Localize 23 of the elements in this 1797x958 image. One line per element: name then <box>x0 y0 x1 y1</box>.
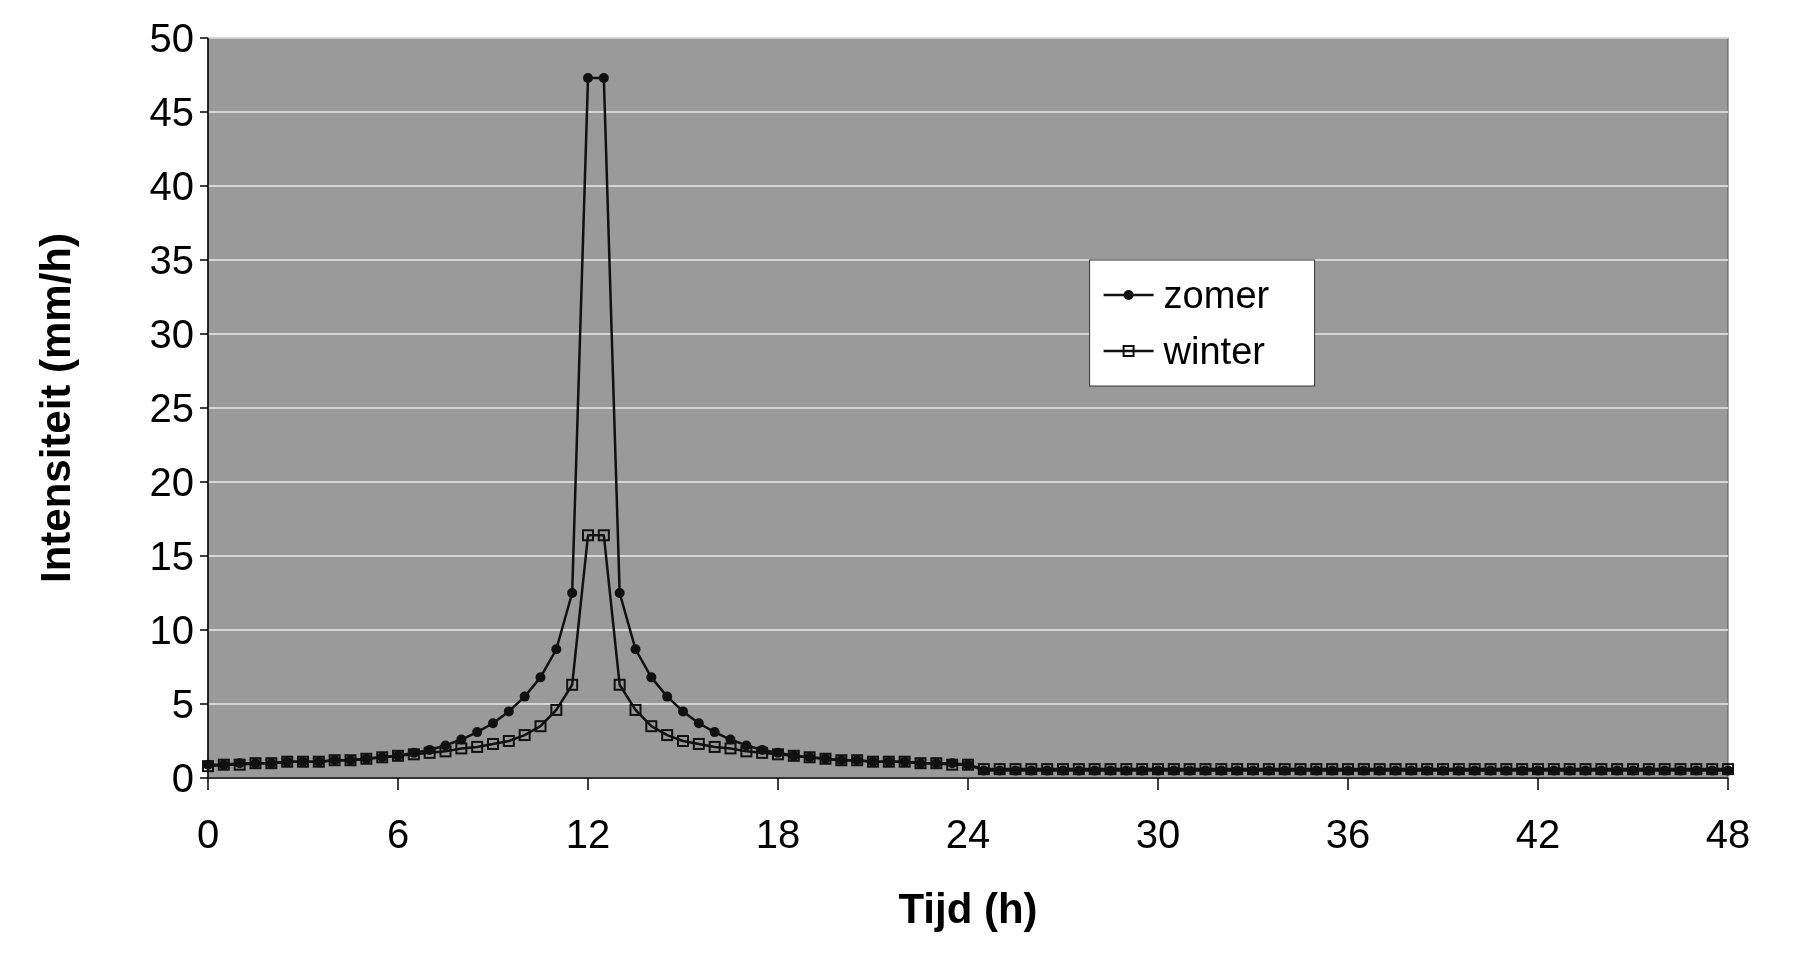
y-tick-label: 50 <box>149 16 194 60</box>
x-tick-label: 42 <box>1515 812 1561 856</box>
y-tick-label: 20 <box>149 460 194 504</box>
x-tick-label: 18 <box>755 812 801 856</box>
y-tick-label: 35 <box>149 238 194 282</box>
x-tick-label: 6 <box>386 812 410 856</box>
y-tick-label: 45 <box>149 90 194 134</box>
y-tick-label: 40 <box>149 164 194 208</box>
x-tick-label: 36 <box>1325 812 1371 856</box>
legend-label: zomer <box>1163 274 1270 316</box>
x-tick-label: 24 <box>945 812 991 856</box>
y-tick-label: 25 <box>149 386 194 430</box>
x-tick-label: 30 <box>1135 812 1181 856</box>
x-tick-label: 48 <box>1705 812 1751 856</box>
y-axis-title: Intensiteit (mm/h) <box>32 232 79 584</box>
y-tick-label: 10 <box>149 608 194 652</box>
x-tick-label: 12 <box>565 812 611 856</box>
y-tick-label: 0 <box>171 756 194 800</box>
y-tick-label: 30 <box>149 312 194 356</box>
x-axis-title: Tijd (h) <box>898 885 1038 932</box>
y-tick-label: 5 <box>171 682 194 726</box>
legend-label: winter <box>1162 330 1266 372</box>
y-tick-label: 15 <box>149 534 194 578</box>
